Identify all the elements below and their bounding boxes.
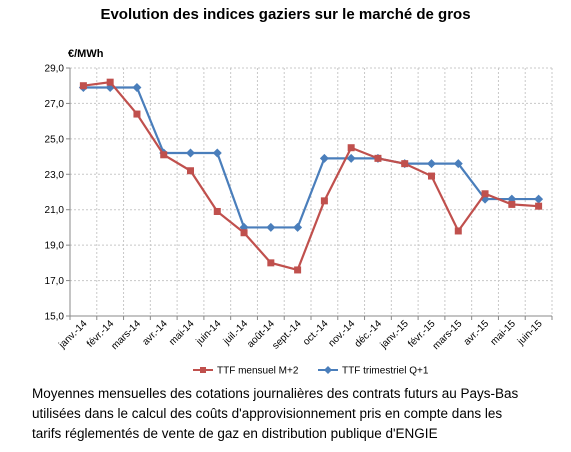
data-point-ttf-m2 [481,190,489,198]
y-tick-label: 27,0 [45,99,65,110]
caption-line-2: utilisées dans le calcul des coûts d'app… [32,406,503,421]
legend-label: TTF mensuel M+2 [217,366,299,377]
x-tick-label: mars-15 [431,318,465,352]
x-tick-label: avr.-15 [462,318,492,348]
y-tick-label: 19,0 [45,241,65,252]
y-tick-label: 29,0 [45,64,65,75]
data-point-ttf-m2 [347,144,355,152]
y-tick-label: 21,0 [45,205,65,216]
y-tick-label: 17,0 [45,276,65,287]
x-tick-label: nov.-14 [326,318,357,349]
y-tick-labels: 15,0 17,0 19,0 21,0 23,0 25,0 27,0 29,0 [45,64,65,323]
chart-caption: Moyennes mensuelles des cotations journa… [32,384,557,444]
data-point-ttf-m2 [187,167,194,175]
chart-title: Evolution des indices gaziers sur le mar… [100,6,471,23]
x-tick-label: mars-14 [109,318,143,352]
data-point-ttf-m2 [240,229,248,237]
data-point-ttf-m2 [428,172,435,180]
data-point-ttf-m2 [106,78,114,86]
series-line-ttf-q1 [83,86,539,229]
y-tick-label: 23,0 [45,170,65,181]
series-line-ttf-m2 [83,81,539,272]
x-tick-label: juin-15 [515,318,545,348]
legend: TTF mensuel M+2 TTF trimestriel Q+1 [193,366,429,377]
x-tick-label: oct.-14 [301,318,331,348]
legend-item-ttf-q1: TTF trimestriel Q+1 [318,366,429,377]
data-point-ttf-q1 [453,159,463,169]
data-point-ttf-m2 [133,110,141,118]
x-tick-label: mai-14 [167,318,197,348]
caption-line-3: tarifs réglementés de vente de gaz en di… [32,426,438,441]
data-point-ttf-m2 [374,154,382,162]
caption-line-1: Moyennes mensuelles des cotations journa… [32,386,519,401]
x-tick-labels: janv.-14févr.-14mars-14avr.-14mai-14juin… [56,318,545,352]
data-point-ttf-m2 [160,151,168,159]
x-tick-label: janv.-15 [378,318,411,351]
x-tick-label: janv.-14 [56,318,89,351]
data-point-ttf-q1 [319,153,329,163]
data-point-ttf-m2 [508,200,516,208]
series-lines [78,78,544,274]
grid-lines [70,67,553,317]
data-point-ttf-q1 [427,159,436,169]
data-point-ttf-m2 [401,160,409,168]
data-point-ttf-m2 [320,197,328,205]
x-tick-label: mai-15 [489,318,519,348]
y-tick-label: 15,0 [45,312,65,323]
legend-marker [324,366,332,374]
y-tick-label: 25,0 [45,134,65,145]
data-point-ttf-m2 [267,259,275,267]
legend-label: TTF trimestriel Q+1 [342,366,429,377]
data-point-ttf-q1 [212,148,222,158]
data-point-ttf-m2 [79,82,87,90]
data-point-ttf-m2 [535,202,543,210]
data-point-ttf-m2 [454,227,462,235]
data-point-ttf-q1 [186,148,195,158]
data-point-ttf-q1 [266,222,276,232]
legend-marker [200,367,206,373]
data-point-ttf-q1 [293,222,303,232]
line-chart: 15,0 17,0 19,0 21,0 23,0 25,0 27,0 29,0 janv.-1… [45,64,553,377]
data-point-ttf-q1 [534,194,544,204]
legend-item-ttf-m2: TTF mensuel M+2 [193,366,299,377]
x-tick-label: sept.-14 [270,318,304,352]
data-point-ttf-q1 [346,153,356,163]
y-axis-unit-label: €/MWh [68,48,104,60]
data-point-ttf-m2 [294,266,302,274]
x-tick-label: avr.-14 [140,318,170,348]
x-tick-label: juin-14 [194,318,224,348]
data-point-ttf-m2 [213,207,221,215]
axes [66,67,553,320]
data-point-ttf-q1 [132,82,142,92]
